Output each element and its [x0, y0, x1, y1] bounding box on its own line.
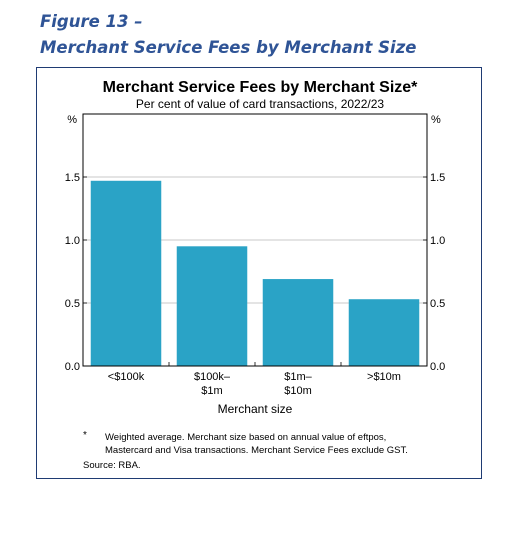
x-category-label: $1m	[201, 385, 222, 397]
y-tick-label-right: 1.5	[430, 172, 445, 184]
x-category-label: >$10m	[367, 371, 401, 383]
chart-frame: Merchant Service Fees by Merchant Size* …	[36, 67, 482, 479]
bar	[262, 279, 334, 366]
x-category-label: <$100k	[108, 371, 145, 383]
y-tick-label-left: 1.0	[65, 235, 80, 247]
y-tick-label-right: 1.0	[430, 235, 445, 247]
y-unit-left: %	[67, 114, 77, 126]
x-axis-label: Merchant size	[218, 402, 293, 416]
chart-subtitle: Per cent of value of card transactions, …	[136, 97, 384, 111]
category-labels: <$100k $100k– $1m $1m– $10m >$10m	[108, 362, 401, 397]
bar	[176, 246, 248, 366]
y-tick-label-left: 1.5	[65, 172, 80, 184]
y-tick-label-right: 0.5	[430, 298, 445, 310]
tick-labels: 0.0 0.0 0.5 0.5 1.0 1.0 1.5 1.5	[65, 172, 446, 373]
y-tick-label-left: 0.0	[65, 361, 80, 373]
figure-title: Merchant Service Fees by Merchant Size	[40, 38, 417, 57]
y-unit-right: %	[431, 114, 441, 126]
footnote-line-2: Mastercard and Visa transactions. Mercha…	[105, 445, 408, 456]
chart-title: Merchant Service Fees by Merchant Size*	[103, 79, 419, 96]
figure-label: Figure 13 –	[40, 12, 143, 31]
footnote-line-1: Weighted average. Merchant size based on…	[105, 432, 386, 443]
source-note: Source: RBA.	[83, 460, 141, 471]
y-tick-label-right: 0.0	[430, 361, 445, 373]
bar	[90, 180, 162, 366]
y-tick-label-left: 0.5	[65, 298, 80, 310]
bar	[348, 299, 420, 366]
bars	[90, 180, 420, 366]
x-category-label: $10m	[284, 385, 312, 397]
x-category-label: $100k–	[194, 371, 231, 383]
x-category-label: $1m–	[284, 371, 312, 383]
bar-chart: Merchant Service Fees by Merchant Size* …	[65, 79, 446, 471]
footnote-marker: *	[83, 430, 87, 441]
